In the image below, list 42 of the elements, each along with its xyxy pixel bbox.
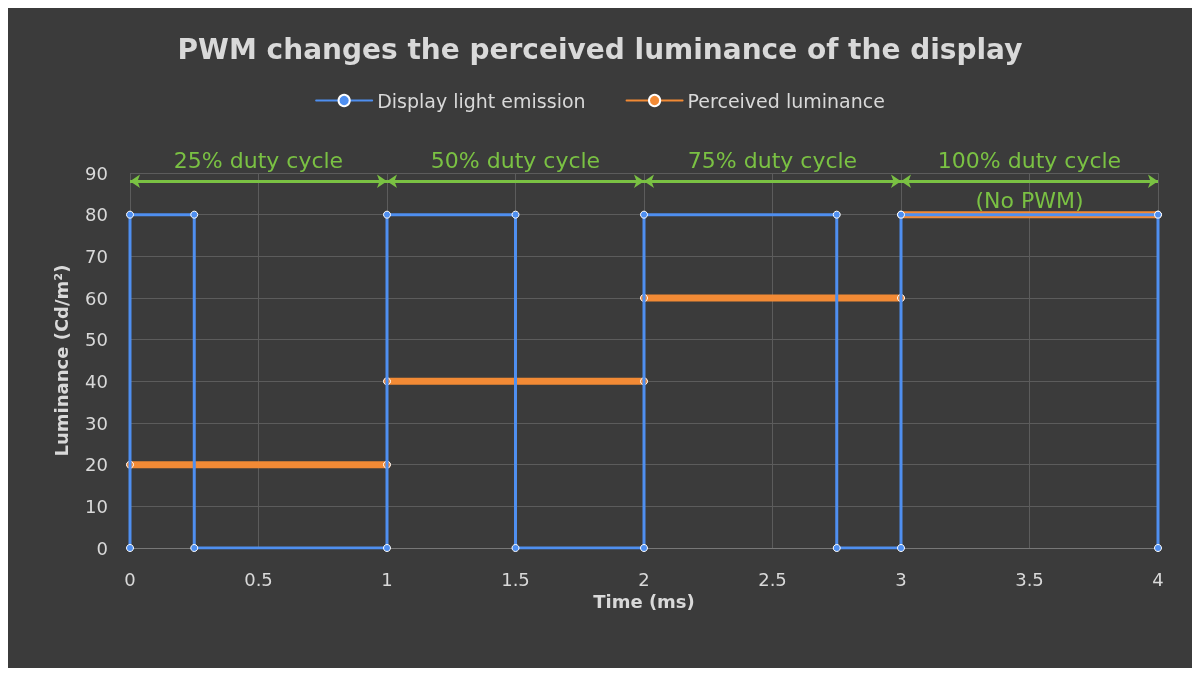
y-tick-label: 0 <box>96 537 108 559</box>
point <box>640 210 648 219</box>
x-tick-label: 4 <box>1152 568 1164 590</box>
y-tick-label: 60 <box>85 287 108 309</box>
x-axis-title: Time (ms) <box>593 591 695 613</box>
x-tick-label: 0 <box>124 568 136 590</box>
x-tick-label: 1.5 <box>501 568 530 590</box>
point <box>190 210 199 219</box>
point <box>511 210 520 219</box>
point <box>383 544 391 552</box>
point <box>832 544 841 552</box>
y-tick-label: 20 <box>85 454 108 476</box>
point <box>1154 544 1162 552</box>
text: 75% duty cycle <box>687 147 858 173</box>
x-tick-label: 1 <box>381 568 393 590</box>
y-tick-label: 80 <box>85 204 108 226</box>
text: 50% duty cycle <box>430 147 601 173</box>
y-tick-label: 40 <box>85 370 108 392</box>
point <box>383 210 391 219</box>
chart-title: PWM changes the perceived luminance of the display <box>177 32 1023 66</box>
point <box>126 210 134 219</box>
legend-label: Perceived luminance <box>687 89 885 112</box>
point <box>640 544 648 552</box>
y-tick-label: 50 <box>85 329 108 351</box>
annotation: 100% duty cycle (No PWM) <box>937 147 1122 213</box>
y-tick-label: 70 <box>85 245 108 267</box>
point <box>190 544 199 552</box>
point <box>832 210 841 219</box>
text: 25% duty cycle <box>173 147 344 173</box>
point <box>511 544 520 552</box>
x-tick-label: 2.5 <box>758 568 787 590</box>
point <box>897 544 905 552</box>
x-tick-label: 3.5 <box>1015 568 1044 590</box>
y-axis-title: Luminance (Cd/m²) <box>50 264 72 457</box>
point <box>126 544 134 552</box>
y-tick-label: 10 <box>85 495 108 517</box>
x-tick-label: 0.5 <box>244 568 273 590</box>
y-tick-label: 30 <box>85 412 108 434</box>
legend-label: Display light emission <box>377 89 586 112</box>
x-tick-label: 2 <box>638 568 650 590</box>
x-tick-label: 3 <box>895 568 907 590</box>
y-tick-label: 90 <box>85 162 108 184</box>
